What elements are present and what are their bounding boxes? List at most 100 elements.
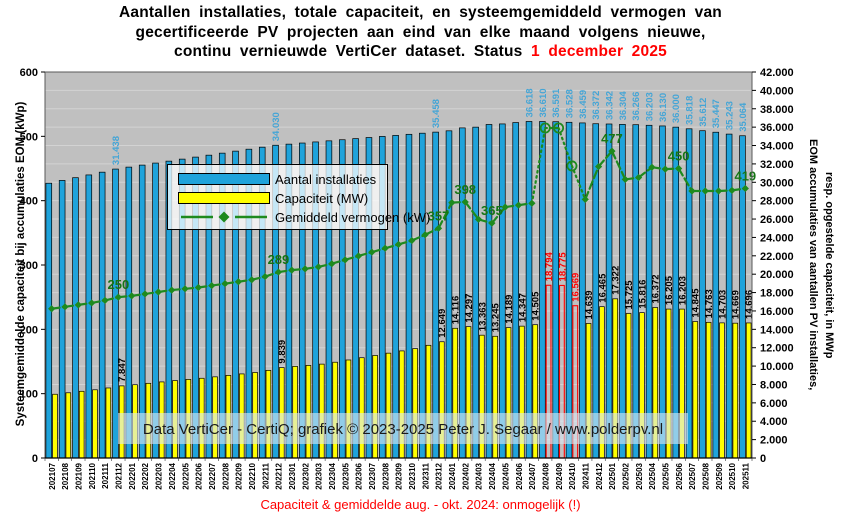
x-tick-label: 202411 [581,462,590,489]
label-capaciteit: 9.839 [277,340,288,364]
bar-capaciteit [92,389,98,459]
x-tick-label: 202208 [221,462,230,489]
x-tick-label: 202309 [395,462,404,489]
right-tick-label: 32.000 [760,159,794,171]
marker-gemiddeld [208,281,216,290]
bar-capaciteit [105,387,112,459]
legend-label-gemiddeld-vermogen: Gemiddeld vermogen (kW) [275,209,431,225]
x-tick-label: 202511 [742,462,751,489]
marker-gemiddeld-onmogelijk [566,160,578,172]
right-tick-label: 12.000 [760,343,794,355]
bar-capaciteit [52,393,58,459]
marker-gemiddeld [421,231,429,239]
x-tick-label: 202112 [115,462,124,489]
label-capaciteit: 14.669 [731,290,742,319]
marker-gemiddeld [288,266,296,274]
x-tick-label: 202310 [408,462,417,489]
line-gemiddeld [437,201,453,230]
marker-gemiddeld [74,301,82,309]
marker-gemiddeld [474,215,483,223]
right-axis-title: EOM accumulaties van aantallen PV instal… [805,72,839,458]
marker-gemiddeld [194,283,203,292]
bar-capaciteit [692,321,699,459]
right-tick-label: 18.000 [760,288,794,300]
x-tick-label: 202408 [541,462,550,489]
x-tick-label: 202110 [88,462,97,489]
label-aantal-installaties: 31.438 [111,136,122,165]
bar-aantal-installaties [512,122,519,459]
right-tick-label: 6.000 [760,398,788,410]
x-tick-label: 202410 [568,462,577,489]
x-tick-label: 202202 [141,462,150,489]
x-tick-label: 202307 [368,462,377,489]
marker-gemiddeld [648,163,656,171]
left-tick-label: 500 [20,131,38,143]
x-tick-label: 202508 [702,462,711,489]
marker-gemiddeld [354,252,363,260]
marker-gemiddeld [328,260,336,268]
label-capaciteit: 14.845 [691,288,702,318]
label-aantal-installaties: 36.591 [551,88,562,118]
line-gemiddeld [610,150,627,181]
chart-title-line1: Aantallen installaties, totale capacitei… [119,4,722,21]
x-tick-label: 202302 [301,462,310,489]
label-gemiddeld: 357 [428,208,450,223]
x-tick-label: 202211 [261,462,270,489]
left-tick-label: 300 [20,260,38,272]
marker-gemiddeld [128,292,136,300]
bar-aantal-installaties [539,121,546,459]
legend-label-aantal-installaties: Aantal installaties [275,171,377,187]
x-tick-label: 202108 [61,462,70,489]
x-tick-label: 202311 [421,462,430,489]
legend-label-capaciteit: Capaciteit (MW) [275,190,369,206]
x-tick-label: 202312 [435,462,444,489]
left-tick-label: 600 [20,67,38,79]
line-gemiddeld [464,200,480,221]
label-capaciteit: 14.639 [584,290,595,319]
x-tick-label: 202305 [341,462,350,489]
x-tick-label: 202502 [621,462,630,489]
marker-gemiddeld [488,219,496,227]
marker-gemiddeld [661,165,669,173]
x-tick-label: 202504 [648,462,657,489]
label-aantal-installaties: 36.372 [591,91,602,120]
right-tick-label: 4.000 [760,416,788,428]
label-capaciteit: 14.703 [717,290,728,319]
x-tick-label: 202212 [275,462,284,489]
marker-gemiddeld-onmogelijk [539,122,551,134]
marker-gemiddeld [514,201,523,209]
marker-gemiddeld [314,263,323,271]
legend: Aantal installaties Capaciteit (MW) Gemi… [167,164,430,230]
right-tick-label: 16.000 [760,306,794,318]
chart-title-line2: gecertificeerde PV projecten aan eind va… [135,23,706,41]
right-tick-label: 38.000 [760,104,794,116]
marker-gemiddeld [501,203,509,211]
x-tick-label: 202207 [208,462,217,489]
bar-aantal-installaties [58,180,66,459]
marker-gemiddeld [181,285,189,293]
x-tick-label: 202510 [728,462,737,489]
marker-gemiddeld [368,248,376,256]
chart-title: Aantallen installaties, totale capacitei… [0,3,841,62]
right-tick-label: 8.000 [760,379,788,391]
x-tick-label: 202506 [675,462,684,489]
bar-capaciteit [292,366,298,459]
label-capaciteit: 7.847 [117,358,128,382]
label-capaciteit: 16.372 [651,274,662,303]
bar-capaciteit [65,392,72,459]
x-tick-label: 202406 [515,462,524,489]
legend-item-gemiddeld-vermogen: Gemiddeld vermogen (kW) [178,208,430,226]
marker-gemiddeld [88,299,96,307]
x-tick-label: 202401 [448,462,457,489]
x-tick-label: 202507 [688,462,697,489]
label-capaciteit: 16.465 [597,273,608,303]
marker-gemiddeld [301,265,309,273]
bar-aantal-installaties [472,126,479,459]
legend-swatch-aantal-installaties [178,173,270,185]
right-tick-label: 0 [760,453,766,465]
x-tick-label: 202308 [381,462,390,489]
label-capaciteit: 14.116 [451,296,462,325]
x-tick-label: 202206 [195,462,204,489]
label-capaciteit-onmogelijk: 18.775 [557,252,568,282]
